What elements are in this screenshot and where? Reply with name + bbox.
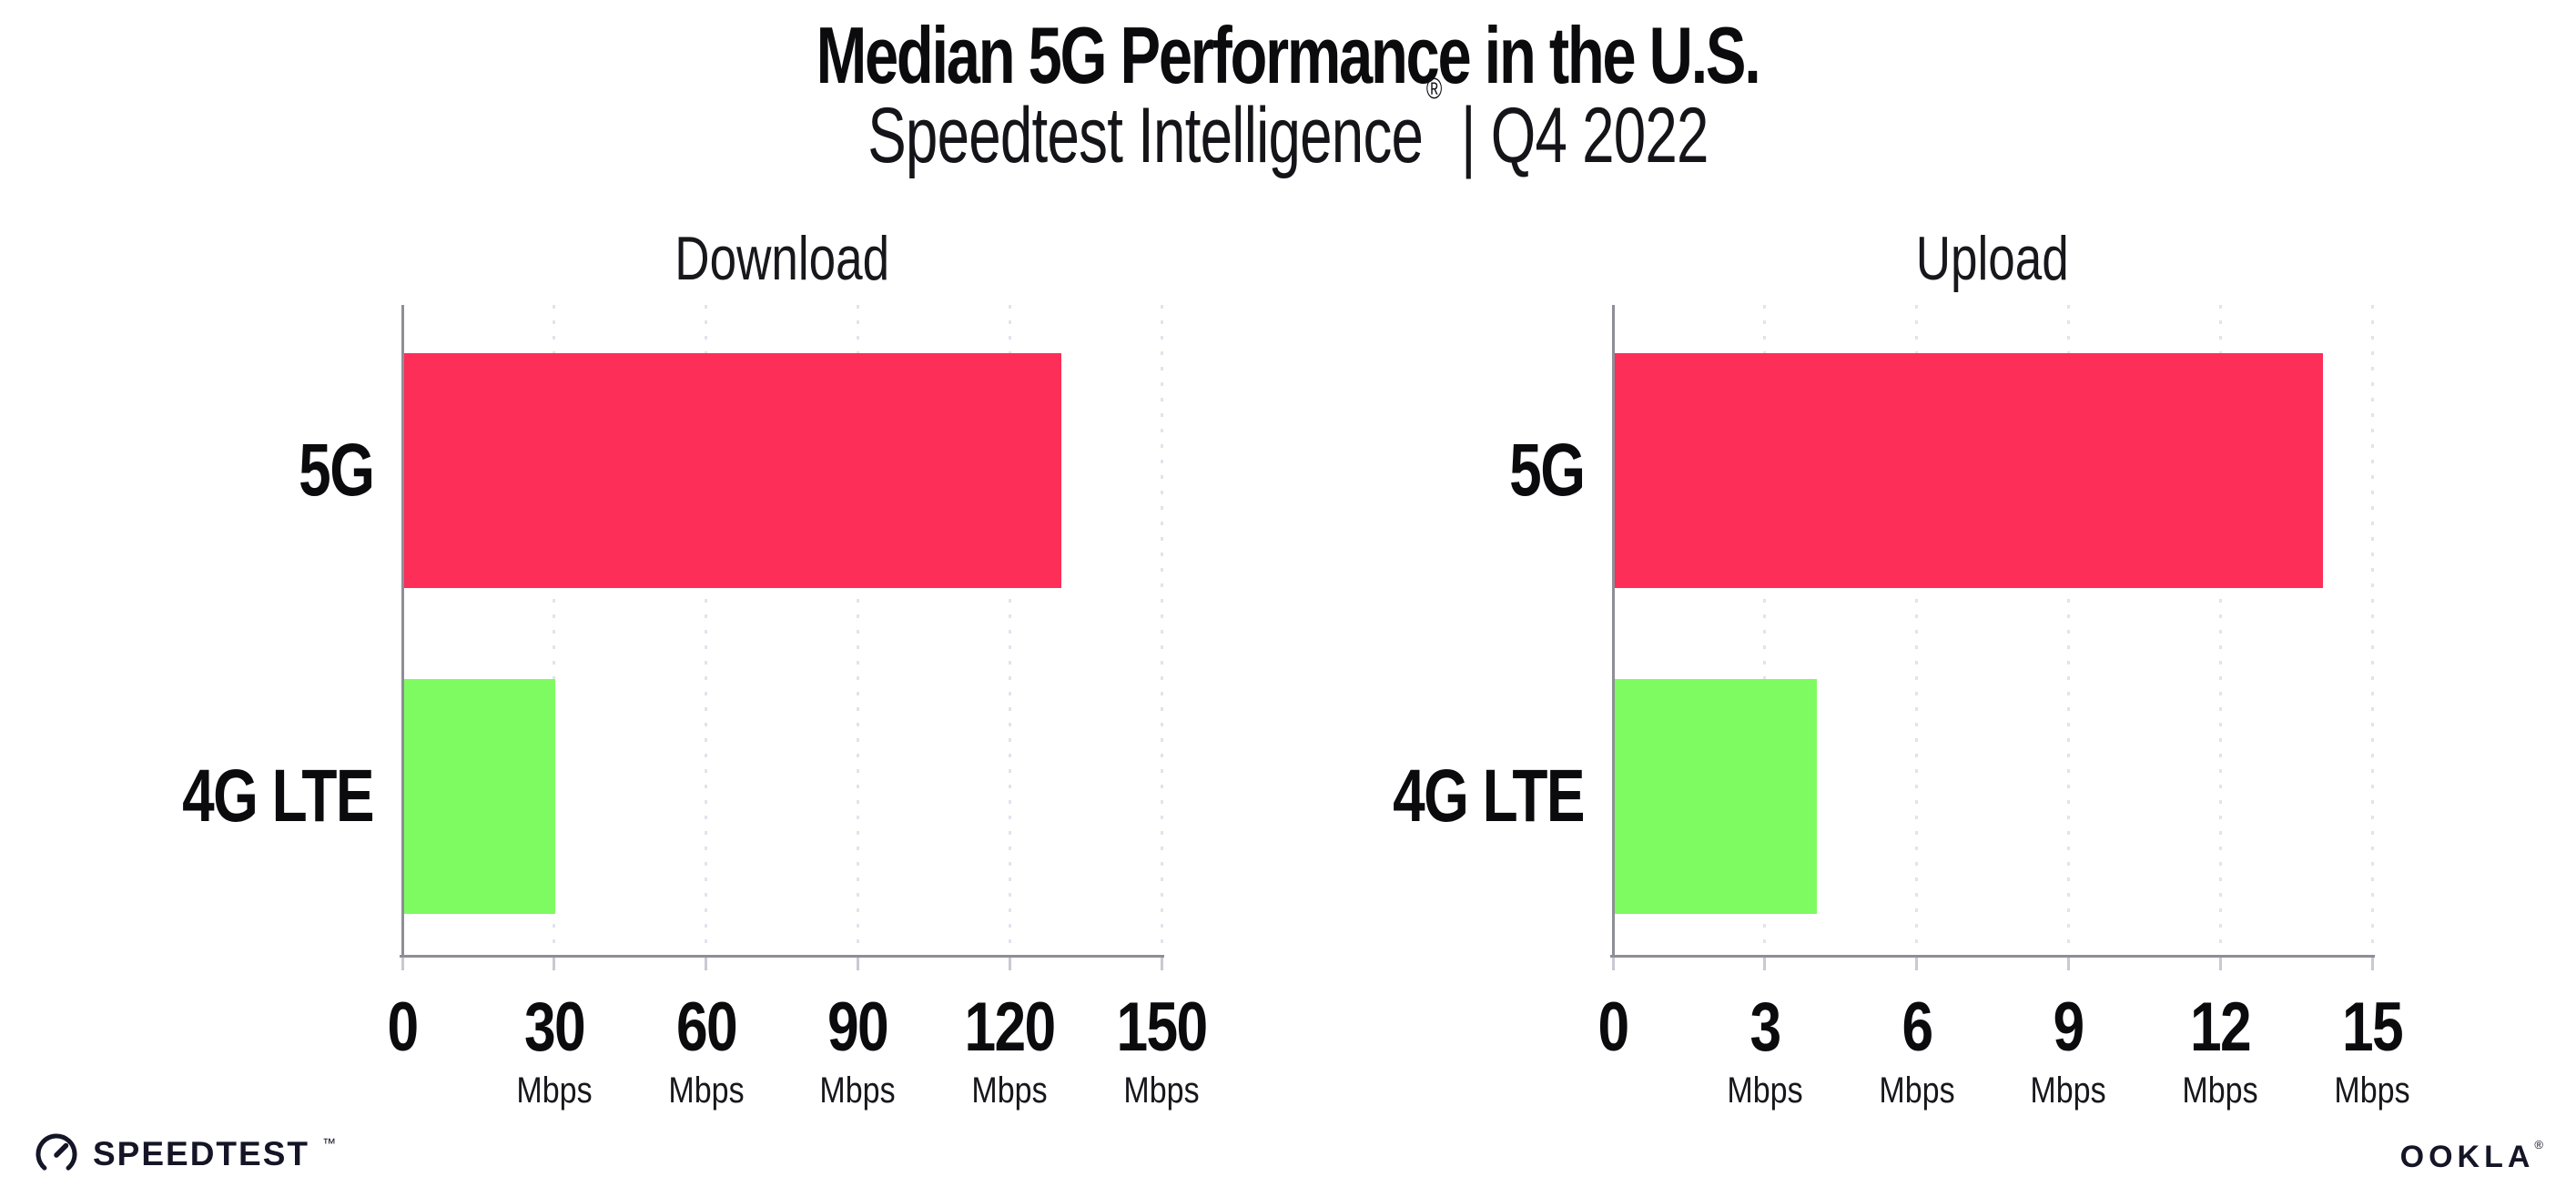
category-label: 5G [1211, 353, 1586, 588]
tick-label: 0 [284, 988, 521, 1067]
axis-tick [1763, 958, 1767, 970]
speedtest-logo: SPEEDTEST ™ [33, 1131, 336, 1178]
tick-number: 3 [1749, 989, 1781, 1066]
download-chart: Download 5G 4G LTE 0 30 Mbps 60 Mbps 90 Mbps 120 Mb… [182, 224, 1208, 1111]
subtitle-brand: Speedtest Intelligence [867, 92, 1424, 179]
tick-number: 30 [523, 989, 586, 1066]
category-label-text: 4G LTE [1393, 755, 1585, 837]
bar [403, 679, 556, 914]
chart-title: Download [266, 223, 1298, 294]
chart-title-text: Download [674, 224, 889, 293]
tick-unit: Mbps [1879, 1070, 1955, 1111]
category-label-text: 5G [1508, 429, 1586, 512]
axis-tick [401, 958, 404, 970]
tick-number: 90 [827, 989, 889, 1066]
page-subtitle: Speedtest Intelligence® | Q4 2022 [0, 72, 2576, 181]
chart-title-text: Upload [1915, 224, 2070, 293]
tick-unit: Mbps [1727, 1070, 1803, 1111]
tick-number: 15 [2341, 989, 2404, 1066]
gridline [1008, 305, 1011, 956]
tick-label: 0 [1495, 988, 1731, 1067]
gridline [856, 305, 859, 956]
axis-tick [553, 958, 556, 970]
tick-number: 6 [1902, 989, 1933, 1066]
tick-number: 0 [1597, 989, 1629, 1066]
gauge-icon [35, 1133, 77, 1175]
page-title: Median 5G Performance in the U.S. [0, 9, 2576, 102]
tick-number: 9 [2053, 989, 2085, 1066]
axis-tick [2218, 958, 2222, 970]
bar [403, 353, 1062, 588]
axis-tick [856, 958, 859, 970]
tick-label: 150 Mbps [1043, 988, 1280, 1111]
tick-label: 15 Mbps [2254, 988, 2490, 1111]
registered-mark: ® [1425, 72, 1442, 106]
bar [1614, 679, 1817, 914]
tick-label: 3 Mbps [1647, 988, 1883, 1111]
upload-chart: Upload 5G 4G LTE 0 3 Mbps 6 Mbps 9 Mbps 12 Mbps 15 Mb… [1393, 224, 2409, 1111]
y-axis-line [401, 305, 404, 958]
axis-tick [2370, 958, 2374, 970]
tick-unit: Mbps [2030, 1070, 2106, 1111]
tick-label: 12 Mbps [2102, 988, 2338, 1111]
category-label-text: 5G [298, 429, 375, 512]
tick-number: 12 [2190, 989, 2252, 1066]
tick-label: 30 Mbps [436, 988, 673, 1111]
tick-number: 120 [964, 989, 1057, 1066]
gridline [553, 305, 556, 956]
tick-unit: Mbps [1123, 1070, 1200, 1111]
tick-unit: Mbps [2334, 1070, 2410, 1111]
tick-unit: Mbps [516, 1070, 593, 1111]
tick-label: 9 Mbps [1950, 988, 2186, 1111]
axis-tick [1160, 958, 1163, 970]
trademark-mark: ™ [322, 1135, 336, 1151]
y-axis-line [1611, 305, 1615, 958]
axis-tick [2066, 958, 2070, 970]
gridline [2218, 305, 2222, 956]
tick-label: 6 Mbps [1799, 988, 2035, 1111]
category-label-text: 4G LTE [182, 755, 374, 837]
page-title-text: Median 5G Performance in the U.S. [816, 10, 1761, 100]
category-label: 4G LTE [0, 679, 374, 914]
page-subtitle-text: Speedtest Intelligence® | Q4 2022 [867, 72, 1709, 181]
ookla-wordmark: OOKLA [2399, 1140, 2535, 1174]
tick-number: 0 [387, 989, 419, 1066]
tick-unit: Mbps [819, 1070, 896, 1111]
gridline [2066, 305, 2070, 956]
axis-tick [705, 958, 708, 970]
subtitle-period: | Q4 2022 [1445, 92, 1709, 179]
axis-tick [1915, 958, 1919, 970]
tick-label: 90 Mbps [739, 988, 976, 1111]
tick-number: 60 [675, 989, 738, 1066]
gridline [1160, 305, 1163, 956]
tick-label: 60 Mbps [588, 988, 825, 1111]
gridline [1763, 305, 1767, 956]
axis-tick [1008, 958, 1011, 970]
category-label: 4G LTE [1211, 679, 1585, 914]
axis-tick [1611, 958, 1615, 970]
bar [1614, 353, 2323, 588]
gridline [2370, 305, 2374, 956]
speedtest-wordmark: SPEEDTEST [93, 1135, 309, 1172]
tick-unit: Mbps [2182, 1070, 2258, 1111]
tick-unit: Mbps [668, 1070, 745, 1111]
tick-number: 150 [1116, 989, 1208, 1066]
tick-label: 120 Mbps [891, 988, 1128, 1111]
gridline [1915, 305, 1919, 956]
category-label: 5G [0, 353, 375, 588]
tick-unit: Mbps [971, 1070, 1048, 1111]
chart-title: Upload [1476, 223, 2509, 294]
x-axis-line [400, 954, 1164, 958]
ookla-registered-mark: ® [2534, 1137, 2543, 1151]
x-axis-line [1610, 954, 2375, 958]
ookla-logo: OOKLA® [2399, 1137, 2543, 1175]
gridline [705, 305, 708, 956]
